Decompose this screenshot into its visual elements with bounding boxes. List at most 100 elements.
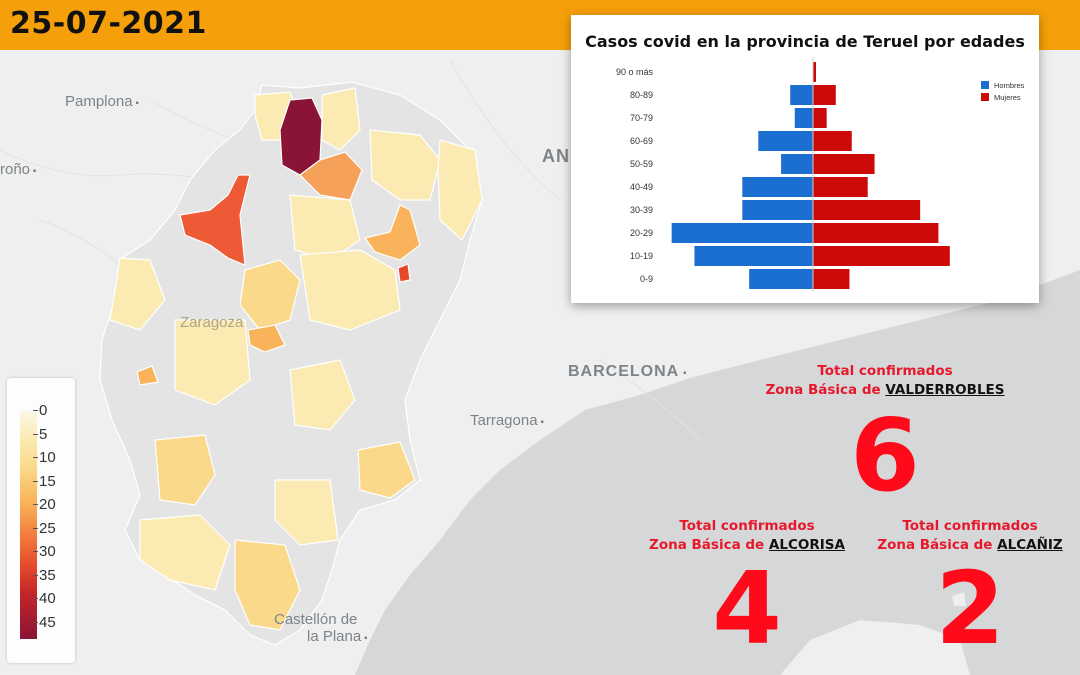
stat-zone-line: Zona Básica de ALCORISA	[649, 537, 845, 553]
city-dot: ▪	[537, 417, 544, 428]
age-group-label: 50-59	[630, 159, 653, 169]
city-label-zaragoza: Zaragoza	[180, 314, 244, 331]
legend-tick-label: 5	[32, 425, 48, 443]
age-group-label: 60-69	[630, 136, 653, 146]
bar-hombres	[781, 154, 813, 174]
city-label-castellon-1: Castellón de	[274, 611, 358, 628]
age-group-label: 20-29	[630, 228, 653, 238]
bar-mujeres	[813, 200, 921, 220]
stat-zone-line: Zona Básica de ALCAÑIZ	[877, 537, 1063, 553]
legend-tick-label: 35	[33, 566, 56, 584]
legend-tick-label: 10	[33, 449, 56, 466]
stat-zone-line: Zona Básica de VALDERROBLES	[765, 382, 1005, 398]
bar-hombres	[694, 246, 813, 266]
bar-mujeres	[813, 131, 852, 151]
city-label-barcelona: BARCELONA ▪	[568, 363, 688, 380]
chart-title: Casos covid en la provincia de Teruel po…	[585, 32, 1025, 51]
bar-hombres	[742, 200, 813, 220]
zone-south-4[interactable]	[139, 514, 231, 591]
health-zones[interactable]	[109, 87, 483, 631]
stat-value: 6	[850, 397, 920, 514]
zone-east-2[interactable]	[437, 139, 483, 241]
city-label-tarragona: Tarragona ▪	[470, 412, 544, 429]
zone-east-1[interactable]	[369, 129, 441, 201]
city-label-logrono: roño ▪	[0, 161, 37, 178]
bar-hombres	[749, 269, 813, 289]
island-small	[952, 592, 966, 606]
age-group-label: 70-79	[630, 113, 653, 123]
age-pyramid-card: Casos covid en la provincia de Teruel po…	[571, 15, 1039, 303]
legend-swatch	[981, 93, 989, 101]
legend-tick-label: 15	[33, 472, 56, 490]
legend-tick-label: 45	[33, 613, 56, 631]
zone-south-3[interactable]	[357, 441, 416, 499]
stat-heading: Total confirmados	[817, 363, 953, 379]
stat-value: 4	[712, 550, 782, 667]
bar-mujeres	[813, 85, 836, 105]
bar-hombres	[742, 177, 813, 197]
zone-orange-4[interactable]	[136, 365, 159, 386]
bar-mujeres	[813, 223, 939, 243]
legend-tick-label: 40	[33, 590, 56, 607]
zone-orange-3[interactable]	[247, 324, 286, 353]
bar-hombres	[790, 85, 813, 105]
zone-north-2[interactable]	[321, 87, 361, 151]
age-pyramid-chart: 90 o más 80-89 70-79 60-69 50-59 40-49 30-39 20…	[616, 57, 1025, 292]
stat-value: 2	[935, 550, 1005, 667]
island-shape	[780, 620, 970, 675]
zone-name: ALCAÑIZ	[997, 537, 1063, 553]
zone-west-1[interactable]	[109, 257, 166, 331]
age-group-label: 90 o más	[616, 67, 654, 77]
legend-tick-label: 25	[33, 519, 56, 537]
legend-entry: Mujeres	[994, 93, 1021, 102]
bar-mujeres	[813, 246, 950, 266]
bar-mujeres	[813, 62, 816, 82]
stat-valderrobles: Total confirmados Zona Básica de VALDERR…	[760, 362, 1010, 506]
city-label-castellon-2: la Plana ▪	[307, 628, 368, 645]
zone-name: VALDERROBLES	[885, 382, 1005, 398]
date-label: 25-07-2021	[10, 6, 207, 41]
age-group-label: 10-19	[630, 251, 653, 261]
zone-red-1[interactable]	[179, 174, 251, 266]
legend-swatch	[981, 81, 989, 89]
legend-color-ramp	[20, 411, 37, 639]
city-dot: ▪	[132, 98, 139, 109]
legend-tick-label: 30	[33, 543, 56, 560]
age-group-label: 0-9	[640, 274, 653, 284]
map-legend: 0 5 10 15 20 25 30 35 40 45	[7, 378, 75, 663]
zone-name: ALCORISA	[768, 537, 845, 553]
legend-tick-label: 20	[33, 496, 56, 513]
stat-alcorisa: Total confirmados Zona Básica de ALCORIS…	[622, 517, 872, 659]
city-label-pamplona: Pamplona ▪	[65, 93, 139, 110]
bar-hombres	[794, 108, 813, 128]
stat-heading: Total confirmados	[679, 518, 815, 534]
city-dot: ▪	[30, 166, 37, 177]
zone-center-1[interactable]	[289, 194, 361, 261]
zone-center-3[interactable]	[299, 249, 401, 331]
zone-south-6[interactable]	[274, 479, 339, 546]
bar-hombres	[758, 131, 813, 151]
zone-orange-1[interactable]	[299, 151, 363, 201]
zone-south-2[interactable]	[289, 359, 356, 431]
legend-entry: Hombres	[994, 81, 1025, 90]
bar-hombres	[671, 223, 813, 243]
stat-alcaniz: Total confirmados Zona Básica de ALCAÑIZ…	[850, 517, 1080, 659]
city-dot: ▪	[361, 633, 368, 644]
bar-mujeres	[813, 154, 875, 174]
bar-mujeres	[813, 108, 827, 128]
zone-center-4[interactable]	[174, 319, 251, 406]
age-group-label: 40-49	[630, 182, 653, 192]
legend-tick-label: 0	[32, 402, 48, 419]
zone-south-1[interactable]	[154, 434, 216, 506]
city-dot: ▪	[679, 368, 688, 379]
zone-center-2[interactable]	[239, 259, 301, 331]
age-group-label: 30-39	[630, 205, 653, 215]
bar-mujeres	[813, 269, 850, 289]
zone-orange-2[interactable]	[363, 204, 421, 261]
bar-mujeres	[813, 177, 868, 197]
zone-red-2[interactable]	[397, 263, 411, 283]
zone-south-5[interactable]	[234, 539, 301, 631]
stat-heading: Total confirmados	[902, 518, 1038, 534]
age-group-label: 80-89	[630, 90, 653, 100]
city-label-andorra: AN	[542, 146, 570, 166]
